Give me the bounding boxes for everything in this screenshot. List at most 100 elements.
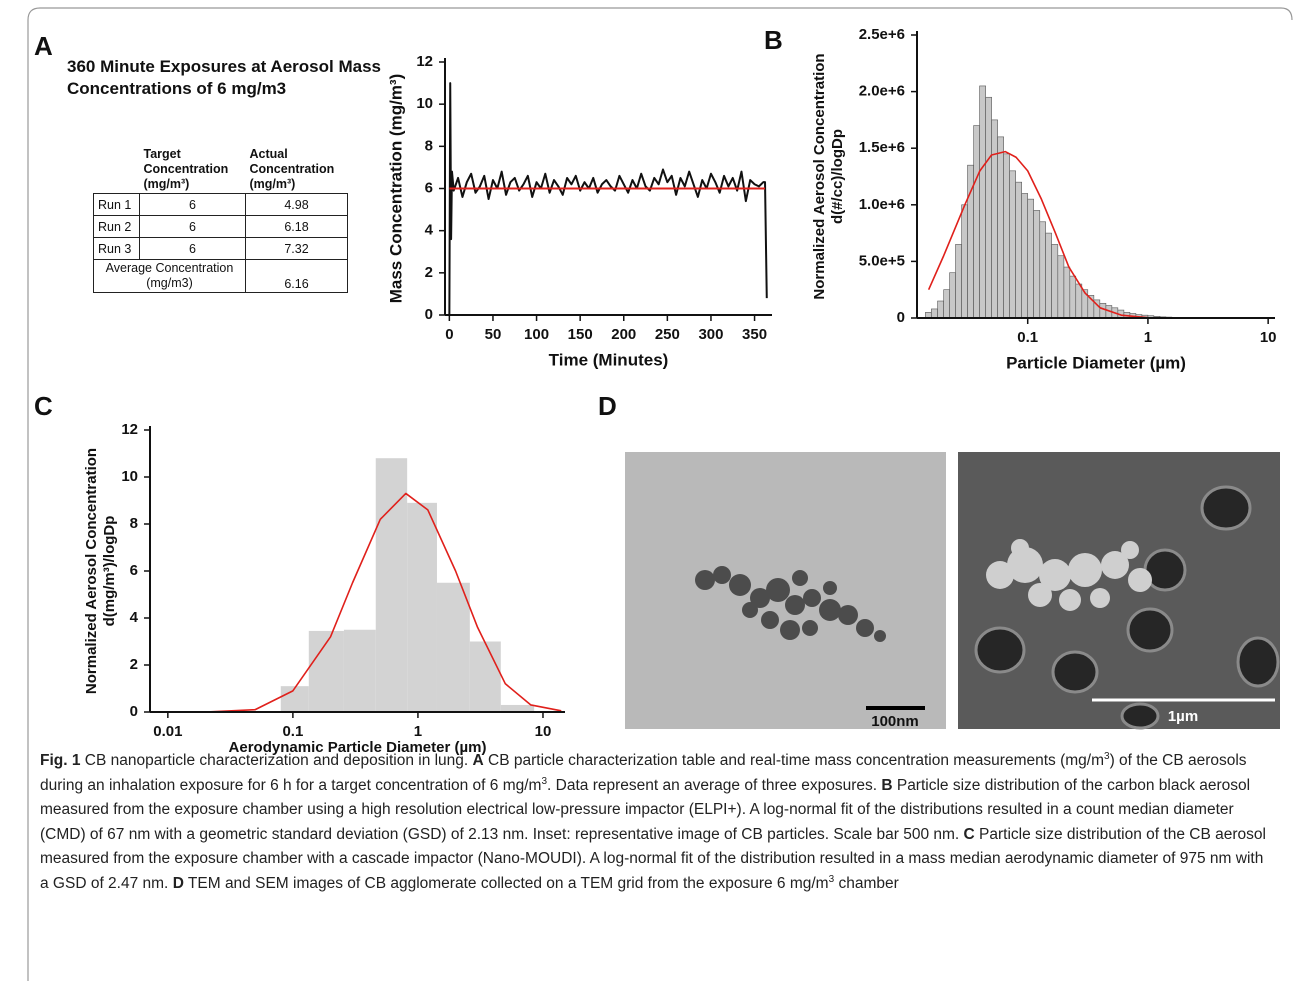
x-tick-label: 0 xyxy=(445,326,453,343)
row-label: Average Concentration (mg/m3) xyxy=(93,259,246,293)
sem-image: 1µm xyxy=(958,452,1280,730)
y-axis-label: Normalized Aerosol Concentration xyxy=(83,448,100,694)
bar xyxy=(500,704,535,712)
y-tick-label: 0 xyxy=(425,306,433,323)
y-tick-label: 1.5e+6 xyxy=(859,139,905,156)
table-row: Run 2 6 6.18 xyxy=(93,215,348,238)
bar xyxy=(436,582,470,712)
row-label: Run 2 xyxy=(93,215,140,238)
tem-image: 100nm xyxy=(625,452,946,730)
chart: 0 2 4 6 8 10 12 0 50 100 150 200 250 300 350 Time (Minu… xyxy=(386,53,772,369)
scale-label: 1µm xyxy=(1168,708,1198,725)
line xyxy=(448,82,768,316)
bar xyxy=(1003,153,1010,319)
caption-text: CB nanoparticle characterization and dep… xyxy=(80,752,473,769)
y-axis-label: Mass Concentration (mg/m³) xyxy=(386,74,405,304)
column-header: Target Concentration (mg/m³) xyxy=(143,147,229,191)
caption-text: A xyxy=(472,752,484,769)
bar xyxy=(955,244,962,319)
x-tick-label: 10 xyxy=(535,723,552,740)
bar xyxy=(1075,283,1083,319)
bar xyxy=(931,308,938,319)
table-row: Average Concentration (mg/m3) 6.16 xyxy=(93,259,348,293)
caption-text: TEM and SEM images of CB agglomerate col… xyxy=(183,874,829,892)
bar xyxy=(1057,255,1065,319)
bar xyxy=(1051,244,1059,319)
cell: 6.16 xyxy=(245,259,348,293)
x-tick-label: 0.1 xyxy=(282,723,303,740)
panel-label: C xyxy=(34,391,53,421)
bar xyxy=(1069,275,1077,319)
scale-label: 100nm xyxy=(871,713,919,730)
caption-text: chamber xyxy=(834,874,899,892)
caption-text: D xyxy=(172,874,184,892)
y-tick-label: 10 xyxy=(416,95,433,112)
row-label: Run 3 xyxy=(93,237,140,260)
bar xyxy=(1099,302,1107,319)
y-tick-label: 6 xyxy=(130,562,138,579)
caption-text: Particle size distribution of the CB aer… xyxy=(40,825,1266,892)
column-header: Actual Concentration (mg/m³) xyxy=(249,147,335,191)
bar xyxy=(1027,198,1034,319)
bar xyxy=(375,458,408,712)
x-tick-label: 50 xyxy=(485,326,502,343)
bar xyxy=(979,85,986,319)
x-axis-label: Aerodynamic Particle Diameter (µm) xyxy=(229,739,487,756)
figure-caption: Fig. 1 CB nanoparticle characterization … xyxy=(40,749,1275,896)
y-tick-label: 10 xyxy=(121,468,138,485)
cell: 6 xyxy=(139,193,246,216)
caption-text: Fig. 1 xyxy=(40,752,81,769)
bar xyxy=(1009,170,1016,319)
x-tick-label: 10 xyxy=(1260,329,1277,346)
caption-text: 3 xyxy=(1104,750,1110,762)
y-axis-label: d(#/cc)/logDp xyxy=(829,129,846,224)
bar xyxy=(1063,266,1071,319)
y-tick-label: 0 xyxy=(130,703,138,720)
y-tick-label: 4 xyxy=(425,222,434,239)
bar xyxy=(308,630,344,712)
panel-label: B xyxy=(764,25,783,55)
x-tick-label: 150 xyxy=(568,326,593,343)
caption-text: ) of the CB aerosols during an inhalatio… xyxy=(40,752,1247,794)
bar xyxy=(1039,221,1046,319)
y-tick-label: 0 xyxy=(897,309,905,326)
bar xyxy=(1045,232,1052,319)
table-row: Run 3 6 7.32 xyxy=(93,237,348,260)
x-tick-label: 100 xyxy=(524,326,549,343)
bar xyxy=(991,119,998,319)
y-tick-label: 8 xyxy=(425,137,433,154)
bar xyxy=(973,125,980,319)
caption-text: 3 xyxy=(828,873,835,885)
x-axis-label: Particle Diameter (µm) xyxy=(1006,353,1186,372)
caption-text: CB particle characterization table and r… xyxy=(483,752,1105,769)
x-axis-label: Time (Minutes) xyxy=(549,350,669,369)
bar xyxy=(1021,193,1029,319)
caption-text: B xyxy=(881,776,893,794)
cell: 6 xyxy=(139,237,246,260)
y-tick-label: 8 xyxy=(130,515,138,532)
bar xyxy=(943,289,950,319)
y-tick-label: 2.5e+6 xyxy=(859,26,905,43)
concentration-table: Target Concentration (mg/m³) Actual Conc… xyxy=(93,146,348,293)
y-tick-label: 5.0e+5 xyxy=(859,252,905,269)
y-axis-label: d(mg/m³)/logDp xyxy=(101,516,118,627)
x-tick-label: 0.1 xyxy=(1017,329,1038,346)
y-tick-label: 2.0e+6 xyxy=(859,83,905,100)
y-tick-label: 12 xyxy=(416,53,433,70)
bar xyxy=(407,502,437,712)
line xyxy=(927,150,1185,319)
cell: 6.18 xyxy=(245,215,348,238)
y-tick-label: 4 xyxy=(130,609,139,626)
bar xyxy=(937,300,944,319)
y-axis-label: Normalized Aerosol Concentration xyxy=(811,53,828,299)
line xyxy=(205,492,562,713)
x-tick-label: 250 xyxy=(655,326,680,343)
frame xyxy=(27,7,1293,981)
bar xyxy=(1033,210,1041,319)
y-tick-label: 6 xyxy=(425,179,433,196)
caption-text: C xyxy=(963,825,975,843)
x-tick-label: 300 xyxy=(698,326,723,343)
bar xyxy=(280,686,309,712)
x-tick-label: 0.01 xyxy=(153,723,182,740)
cell: 4.98 xyxy=(245,193,348,216)
